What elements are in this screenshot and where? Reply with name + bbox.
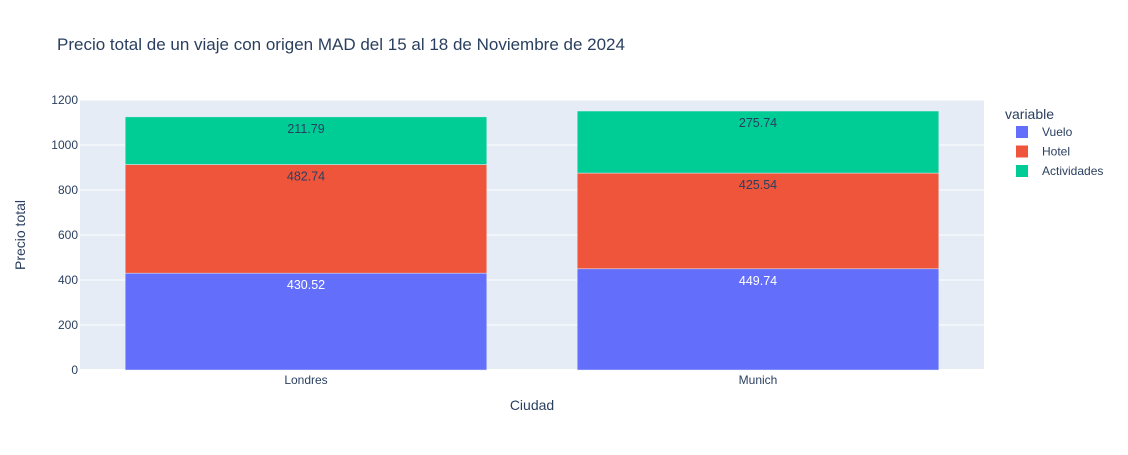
legend-label: Actividades [1042, 164, 1103, 178]
bar-hotel-londres[interactable] [124, 164, 488, 274]
legend-item-actividades[interactable]: Actividades [1016, 164, 1103, 178]
y-tick-label: 200 [58, 318, 78, 332]
x-tick-labels: Londres Munich [284, 373, 777, 387]
bars [124, 110, 940, 371]
legend-items: Vuelo Hotel Actividades [1016, 125, 1103, 178]
data-labels: 430.52 482.74 211.79 449.74 425.54 275.74 [287, 116, 777, 292]
data-label: 482.74 [287, 170, 325, 184]
legend-label: Vuelo [1042, 125, 1073, 139]
x-axis-label: Ciudad [510, 397, 554, 413]
x-tick-label: Munich [739, 373, 778, 387]
legend-swatch [1016, 165, 1028, 177]
y-tick-label: 400 [58, 273, 78, 287]
data-label: 211.79 [287, 122, 324, 136]
legend-item-vuelo[interactable]: Vuelo [1016, 125, 1073, 139]
y-axis-label: Precio total [12, 200, 28, 270]
y-tick-label: 600 [58, 228, 78, 242]
y-tick-labels: 0 200 400 600 800 1000 1200 [51, 93, 78, 377]
y-tick-label: 1000 [51, 138, 78, 152]
legend[interactable]: variable Vuelo Hotel Actividades [1005, 106, 1103, 178]
y-tick-label: 800 [58, 183, 78, 197]
legend-item-hotel[interactable]: Hotel [1016, 145, 1070, 159]
bar-actividades-londres[interactable] [124, 116, 488, 165]
data-label: 425.54 [739, 178, 777, 192]
y-tick-label: 0 [71, 363, 78, 377]
legend-swatch [1016, 126, 1028, 138]
x-tick-label: Londres [284, 373, 327, 387]
legend-label: Hotel [1042, 145, 1070, 159]
legend-swatch [1016, 145, 1028, 158]
data-label: 449.74 [739, 274, 777, 288]
chart-title: Precio total de un viaje con origen MAD … [57, 35, 625, 54]
bar-actividades-munich[interactable] [576, 110, 940, 174]
data-label: 430.52 [287, 278, 325, 292]
data-label: 275.74 [739, 116, 777, 130]
legend-title: variable [1005, 106, 1054, 122]
bar-vuelo-munich[interactable] [576, 268, 940, 371]
y-tick-label: 1200 [51, 93, 78, 107]
bar-hotel-munich[interactable] [576, 172, 940, 270]
